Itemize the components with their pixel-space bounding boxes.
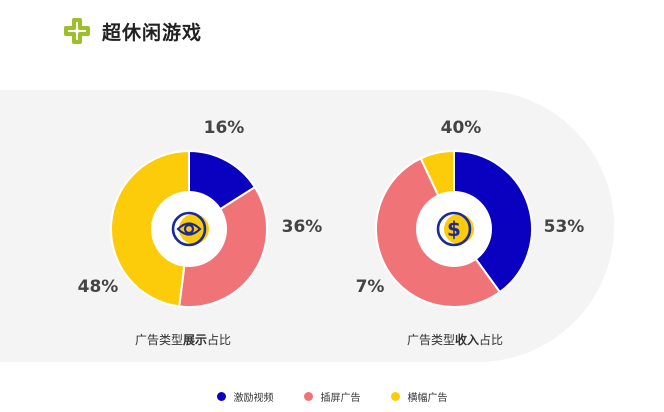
- donut-chart-1: 16% 36% 48%: [78, 118, 323, 308]
- plus-cross-icon: [64, 18, 90, 44]
- slice-interstitial: [178, 185, 268, 308]
- slice-label-rewarded: 40%: [441, 118, 482, 138]
- slice-label-rewarded: 16%: [204, 118, 245, 138]
- legend-label: 横幅广告: [407, 393, 448, 404]
- chart-subtitle-revenue: 广告类型收入占比: [407, 333, 504, 347]
- slice-label-banner: 48%: [78, 277, 119, 297]
- legend-item-rewarded: 激励视频: [216, 389, 274, 404]
- slice-label-interstitial: 36%: [282, 217, 323, 237]
- legend-item-banner: 横幅广告: [390, 389, 448, 404]
- svg-text:$: $: [447, 217, 461, 241]
- legend-dot: [303, 392, 313, 401]
- eye-icon: [171, 211, 209, 247]
- slice-rewarded: [453, 149, 533, 294]
- slice-banner: [110, 149, 190, 308]
- page-header: 超休闲游戏: [64, 16, 202, 46]
- donut-chart-2: 40% 53% 7% $: [356, 118, 585, 308]
- legend-label: 插屏广告: [320, 393, 361, 404]
- legend-item-interstitial: 插屏广告: [303, 389, 361, 404]
- chart-legend: 激励视频 插屏广告 横幅广告: [0, 389, 664, 404]
- legend-dot: [216, 392, 226, 401]
- slice-label-interstitial: 53%: [544, 217, 585, 237]
- legend-dot: [390, 392, 400, 401]
- legend-label: 激励视频: [233, 393, 274, 404]
- chart-subtitle-impressions: 广告类型展示占比: [135, 333, 232, 347]
- dollar-icon: $: [436, 211, 474, 247]
- slice-label-banner: 7%: [356, 277, 385, 297]
- page-title: 超休闲游戏: [102, 21, 203, 44]
